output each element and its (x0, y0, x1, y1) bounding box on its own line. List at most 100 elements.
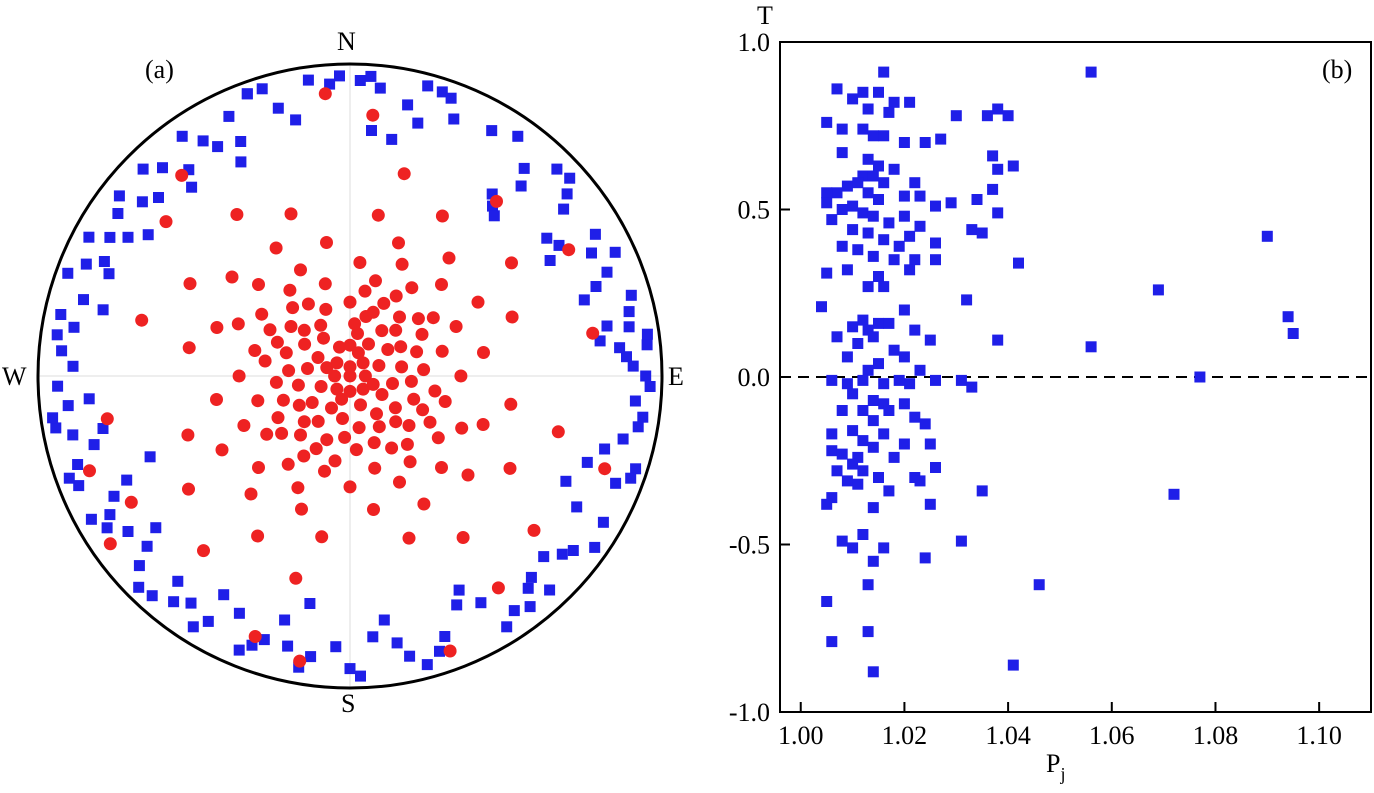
scatter-point (847, 542, 859, 554)
stereonet-point-kmin (343, 295, 357, 309)
scatter-point (862, 324, 874, 336)
stereonet-point-kmax (113, 190, 125, 202)
scatter-point (867, 555, 879, 567)
scatter-point (914, 364, 926, 376)
stereonet-point-kmin (417, 363, 431, 377)
stereonet-point-kmin (343, 369, 357, 383)
stereonet-point-kmax (434, 645, 445, 657)
x-axis-ticks: 1.00 1.02 1.04 1.06 1.08 1.10 (778, 702, 1342, 750)
stereonet-point-kmax (73, 480, 85, 492)
stereonet-point-kmax (104, 509, 116, 521)
scatter-point (831, 187, 843, 199)
stereonet-point-kmax (157, 162, 168, 174)
stereonet-point-kmax (101, 522, 113, 534)
stereonet-point-kmin (325, 401, 338, 415)
stereonet-point-kmin (270, 335, 284, 349)
stereonet-point-kmin (297, 415, 311, 429)
stereonet-point-kmin (271, 411, 285, 425)
stereonet-point-kmin (411, 312, 425, 326)
stereonet-point-kmax (302, 74, 314, 86)
scatter-point (841, 264, 853, 276)
scatter-point (862, 626, 874, 638)
stereonet-point-kmin (598, 462, 612, 476)
stereonet-point-kmax (501, 621, 513, 633)
stereonet-point-kmax (279, 614, 291, 626)
stereonet-point-kmin (335, 392, 349, 406)
stereonet-point-kmax (136, 196, 148, 208)
scatter-point (914, 220, 926, 232)
direction-label-south: S (341, 689, 355, 718)
scatter-point (992, 103, 1004, 115)
stereonet-point-kmin (371, 208, 385, 222)
stereonet-point-kmax (85, 513, 97, 525)
scatter-point (883, 485, 895, 497)
stereonet-point-kmin (244, 487, 258, 501)
stereonet-panel-label: (a) (145, 55, 174, 84)
stereonet-point-kmax (586, 247, 597, 259)
stereonet-point-kmin (402, 419, 416, 432)
stereonet-point-kmin (135, 313, 149, 327)
stereonet-point-kmin (393, 475, 406, 489)
stereonet-point-kmin (343, 338, 357, 352)
stereonet-point-kmin (269, 241, 283, 255)
y-tick-label: -0.5 (729, 531, 770, 560)
stereonet-point-kmax (150, 522, 162, 534)
scatter-point (981, 110, 993, 122)
stereonet-point-kmin (551, 425, 565, 439)
stereonet-point-kmax (218, 589, 230, 601)
stereonet-point-kmin (279, 346, 293, 360)
stereonet-point-kmax (50, 422, 62, 434)
stereonet-point-kmin (586, 326, 600, 340)
stereonet-point-kmax (141, 540, 153, 552)
stereonet-point-kmax (233, 644, 245, 656)
scatter-point (935, 133, 947, 145)
stereonet-primitive-circle (36, 62, 664, 690)
stereonet-point-kmin (294, 428, 307, 442)
stereonet-point-kmin (435, 344, 449, 358)
stereonet-point-kmin (183, 277, 197, 291)
stereonet-point-kmax (122, 526, 134, 537)
stereonet-point-kmin (231, 317, 245, 331)
scatter-point (919, 137, 931, 148)
stereonet-point-kmax (197, 135, 209, 147)
scatter-point (852, 338, 864, 349)
stereonet-point-kmax (541, 232, 553, 244)
stereonet-point-kmax (153, 192, 164, 203)
scatter-point (893, 240, 905, 252)
stereonet-point-kmax (103, 268, 115, 280)
stereonet-point-kmin (354, 398, 367, 412)
stereonet-point-kmin (318, 464, 331, 478)
stereonet-point-kmax (617, 433, 629, 445)
stereonet-point-kmin (333, 340, 346, 354)
stereonet-point-kmax (51, 329, 63, 341)
x-tick-label: 1.00 (778, 721, 824, 750)
scatter-point (976, 227, 988, 239)
stereonet-point-kmax (56, 345, 68, 357)
stereonet-point-kmax (104, 231, 116, 243)
stereonet-point-kmin (181, 428, 195, 442)
stereonet-point-kmax (168, 596, 180, 608)
stereonet-point-kmin (298, 337, 312, 351)
scatter-point (966, 381, 978, 393)
stereonet-point-kmax (108, 490, 120, 502)
stereonet-point-kmin (477, 346, 490, 359)
stereonet-point-kmax (223, 110, 235, 122)
stereonet-point-kmax (258, 634, 270, 646)
stereonet-point-kmax (589, 541, 601, 553)
stereonet-point-kmax (304, 598, 316, 609)
stereonet-point-kmin (281, 457, 295, 471)
stereonet-point-kmax (146, 590, 158, 602)
stereonet-point-kmin (232, 369, 246, 383)
stereonet-point-kmin (375, 324, 389, 338)
stereonet-point-kmax (324, 78, 336, 90)
stereonet-point-kmin (315, 530, 329, 544)
scatter-point (883, 217, 895, 229)
stereonet-point-kmax (72, 459, 84, 470)
y-tick-label: 1.0 (738, 28, 771, 57)
scatter-point (924, 438, 936, 450)
stereonet-point-kmin (225, 270, 239, 284)
scatter-point (898, 210, 910, 222)
scatter-point (873, 472, 884, 483)
stereonet-point-kmin (417, 497, 431, 511)
scatter-point (1085, 66, 1097, 78)
